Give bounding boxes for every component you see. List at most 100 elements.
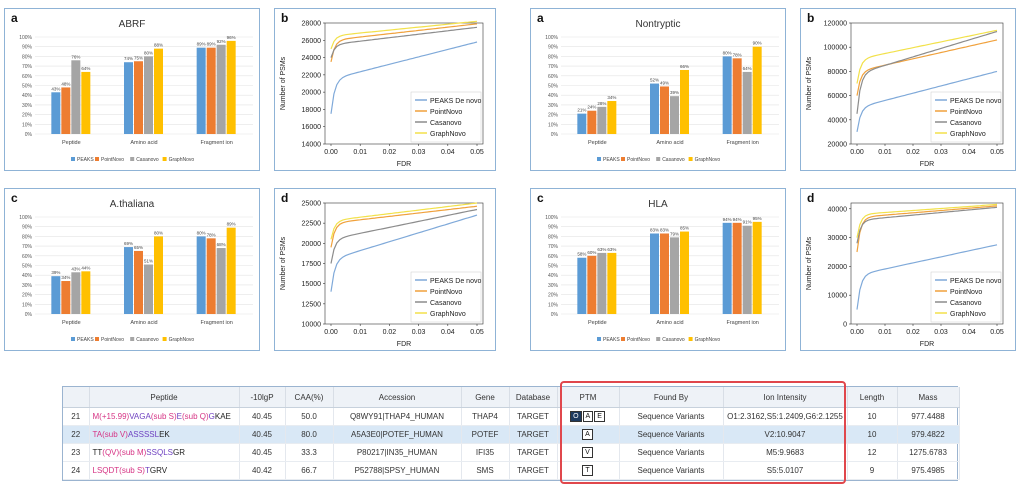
legend-label: PointNovo bbox=[101, 157, 124, 163]
bar bbox=[742, 225, 752, 314]
ptm-badge: E bbox=[594, 411, 605, 422]
x-tick-label: Amino acid bbox=[656, 320, 683, 326]
length-cell: 10 bbox=[847, 425, 898, 444]
plot-frame bbox=[850, 22, 1004, 145]
ptm-badge: O bbox=[570, 411, 582, 422]
bar bbox=[742, 71, 752, 134]
legend-label: GraphNovo bbox=[950, 131, 986, 138]
column-header[interactable]: Gene bbox=[461, 387, 510, 408]
peptide-cell: TA(sub V)ASSSSLEK bbox=[89, 425, 240, 444]
data-label: 28% bbox=[597, 101, 606, 106]
bar bbox=[134, 61, 143, 134]
legend-label: GraphNovo bbox=[695, 337, 721, 343]
peptide-segment: (sub M) bbox=[119, 448, 147, 457]
peptide-segment: KAE bbox=[214, 412, 231, 421]
legend-label: Casanovo bbox=[950, 300, 982, 307]
y-tick-label: 26000 bbox=[302, 38, 322, 45]
bar bbox=[660, 86, 669, 134]
data-label: 68% bbox=[217, 242, 226, 247]
column-header[interactable]: Accession bbox=[333, 387, 462, 408]
peptide-cell: LSQDT(sub S)TGRV bbox=[89, 461, 240, 480]
y-tick-label: 70% bbox=[548, 244, 559, 250]
y-tick-label: 80% bbox=[22, 234, 33, 240]
data-label: 39% bbox=[670, 90, 679, 95]
legend-label: GraphNovo bbox=[169, 337, 195, 343]
y-tick-label: 20% bbox=[548, 113, 559, 119]
data-label: 21% bbox=[577, 108, 586, 113]
y-tick-label: 10000 bbox=[302, 322, 322, 329]
y-tick-label: 24000 bbox=[302, 55, 322, 62]
legend-label: GraphNovo bbox=[169, 157, 195, 163]
y-tick-label: 20% bbox=[22, 293, 33, 299]
data-label: 24% bbox=[587, 105, 596, 110]
row-number: 22 bbox=[63, 425, 90, 444]
legend-swatch bbox=[162, 157, 167, 161]
bar bbox=[71, 272, 81, 314]
column-header[interactable]: Peptide bbox=[89, 387, 240, 408]
legend-label: PointNovo bbox=[950, 289, 982, 296]
gene-cell: POTEF bbox=[461, 425, 510, 444]
table-row[interactable]: 21 M(+15.99)VAGA(sub S)E(sub Q)GKAE 40.45 5… bbox=[63, 407, 960, 426]
column-header[interactable]: Ion Intensity bbox=[723, 387, 848, 408]
legend-label: PEAKS De novo bbox=[950, 98, 1001, 105]
column-header[interactable]: CAA(%) bbox=[285, 387, 334, 408]
table-header-row: Peptide -10lgP CAA(%) Accession Gene Database… bbox=[63, 387, 960, 408]
found-by-cell: Sequence Variants bbox=[619, 461, 724, 480]
legend-label: PEAKS bbox=[77, 157, 94, 163]
column-header[interactable] bbox=[63, 387, 90, 408]
data-label: 88% bbox=[154, 43, 163, 48]
y-tick-label: 0% bbox=[25, 132, 33, 138]
x-tick-label: 0.03 bbox=[934, 149, 948, 156]
data-label: 48% bbox=[61, 81, 70, 86]
x-tick-label: 0.01 bbox=[353, 329, 367, 336]
legend-label: Casanovo bbox=[662, 337, 685, 343]
column-header[interactable]: PTM bbox=[557, 387, 620, 408]
ptm-cell: V bbox=[557, 443, 620, 462]
column-header[interactable]: Database bbox=[509, 387, 558, 408]
table-row[interactable]: 22 TA(sub V)ASSSSLEK 40.45 80.0 A5A3E0|POTEF… bbox=[63, 425, 960, 444]
legend-label: Casanovo bbox=[430, 120, 462, 127]
ptm-badge: A bbox=[582, 429, 593, 440]
column-header[interactable]: Length bbox=[847, 387, 898, 408]
x-axis-label: FDR bbox=[920, 161, 934, 168]
y-tick-label: 40000 bbox=[828, 117, 848, 124]
series-line bbox=[330, 208, 478, 264]
series-line bbox=[856, 244, 998, 310]
peptide-segment: (sub S) bbox=[150, 412, 177, 421]
x-tick-label: 0.04 bbox=[962, 149, 976, 156]
bar bbox=[577, 113, 587, 134]
legend-label: PointNovo bbox=[430, 289, 462, 296]
panel-label: a bbox=[537, 11, 544, 25]
line-panel-abrf: 14000 16000 18000 20000 22000 24000 26000 28000… bbox=[274, 8, 496, 171]
bar bbox=[680, 231, 689, 314]
x-tick-label: Peptide bbox=[588, 140, 607, 146]
x-tick-label: 0.05 bbox=[990, 149, 1004, 156]
data-label: 51% bbox=[144, 259, 153, 264]
table-row[interactable]: 23 TT(QV)(sub M)SSQLSGR 40.45 33.3 P80217|IN… bbox=[63, 443, 960, 462]
x-tick-label: Fragment ion bbox=[200, 320, 232, 326]
data-label: 34% bbox=[61, 275, 70, 280]
table-row[interactable]: 24 LSQDT(sub S)TGRV 40.42 66.7 P52788|SPSY_H… bbox=[63, 461, 960, 480]
ion-intensity-cell: V2:10.9047 bbox=[723, 425, 848, 444]
y-tick-label: 16000 bbox=[302, 124, 322, 131]
bar bbox=[144, 264, 153, 314]
bar bbox=[124, 247, 133, 314]
mass-cell: 977.4488 bbox=[897, 407, 960, 426]
y-tick-label: 40% bbox=[548, 273, 559, 279]
line-chart-abrf: 14000 16000 18000 20000 22000 24000 26000 28000… bbox=[280, 21, 484, 169]
column-header[interactable]: -10lgP bbox=[239, 387, 286, 408]
y-tick-label: 80000 bbox=[828, 69, 848, 76]
chart-title: Nontryptic bbox=[635, 19, 681, 30]
series-line bbox=[330, 26, 478, 58]
bar bbox=[577, 257, 587, 314]
legend-label: PEAKS bbox=[77, 337, 94, 343]
column-header[interactable]: Found By bbox=[619, 387, 724, 408]
chart-title: HLA bbox=[648, 199, 668, 210]
column-header[interactable]: Mass bbox=[897, 387, 960, 408]
peptide-segment: SSQLS bbox=[146, 448, 173, 457]
y-tick-label: 22500 bbox=[302, 221, 322, 228]
data-label: 63% bbox=[607, 247, 616, 252]
accession-cell: A5A3E0|POTEF_HUMAN bbox=[333, 425, 462, 444]
bar bbox=[607, 101, 617, 134]
